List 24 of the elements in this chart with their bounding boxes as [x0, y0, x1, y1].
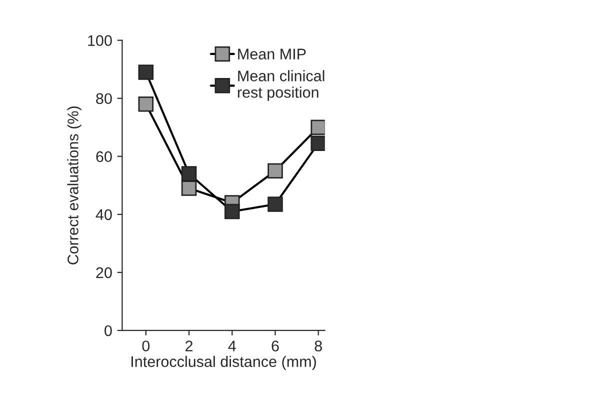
legend-label: Mean clinical rest position — [238, 70, 324, 101]
point — [138, 64, 154, 80]
x-axis-title: Interocclusal distance (mm) — [132, 356, 316, 370]
x-tick-label: 8 — [314, 340, 322, 352]
point — [224, 204, 240, 220]
y-tick-label: 80 — [96, 93, 112, 104]
y-axis-title: Correct evaluations (%) — [67, 106, 82, 264]
y-tick-label: 40 — [96, 209, 112, 220]
legend-label: Mean MIP — [238, 48, 306, 60]
x-tick-label: 4 — [228, 340, 236, 352]
y-tick-label: 60 — [96, 151, 112, 162]
x-tick-label: 2 — [186, 340, 192, 352]
x-tick-label: 6 — [272, 340, 279, 352]
point — [310, 120, 325, 135]
point — [138, 96, 154, 112]
point — [310, 136, 325, 151]
y-tick-label: 0 — [104, 325, 112, 336]
point — [181, 180, 197, 196]
point — [268, 196, 283, 212]
point — [181, 166, 197, 182]
y-tick-label: 100 — [88, 35, 112, 46]
point — [268, 163, 283, 179]
x-tick-label: 0 — [142, 340, 150, 352]
y-tick-label: 20 — [96, 267, 112, 278]
